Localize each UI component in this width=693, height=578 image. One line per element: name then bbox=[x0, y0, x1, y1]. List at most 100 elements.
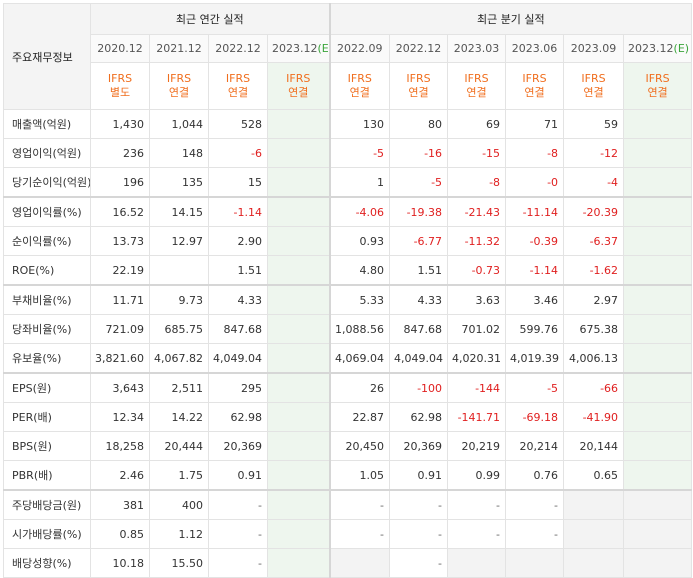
annual-value-cell bbox=[266, 460, 331, 491]
row-label: 당좌비율(%) bbox=[3, 314, 91, 344]
quarterly-value-cell: 4,020.31 bbox=[447, 343, 507, 374]
table-row: 매출액(억원) 1,430 1,044 528 130 80 69 71 59 bbox=[3, 109, 693, 139]
annual-value-cell: 20,369 bbox=[208, 431, 268, 461]
annual-value-cell bbox=[266, 548, 331, 578]
ifrs-basis-header: IFRS 연결 bbox=[505, 62, 565, 110]
quarterly-value-cell: 701.02 bbox=[447, 314, 507, 344]
quarterly-value-cell: 4,006.13 bbox=[563, 343, 625, 374]
quarterly-value-cell: 1.51 bbox=[389, 255, 449, 286]
quarterly-value-cell: 20,369 bbox=[389, 431, 449, 461]
row-label: 매출액(억원) bbox=[3, 109, 91, 139]
annual-value-cell bbox=[266, 489, 331, 520]
quarterly-value-cell: - bbox=[389, 519, 449, 549]
quarterly-value-cell bbox=[447, 548, 507, 578]
quarterly-value-cell: -69.18 bbox=[505, 402, 565, 432]
quarterly-value-cell: 675.38 bbox=[563, 314, 625, 344]
quarterly-value-cell: - bbox=[505, 519, 565, 549]
quarterly-value-cell: - bbox=[389, 489, 449, 520]
annual-value-cell bbox=[266, 255, 331, 286]
table-row: 주당배당금(원) 381 400- - - - - bbox=[3, 489, 693, 520]
annual-value-cell bbox=[266, 109, 331, 139]
annual-value-cell: -1.14 bbox=[208, 196, 268, 227]
annual-value-cell: 1.51 bbox=[208, 255, 268, 286]
quarterly-value-cell bbox=[623, 167, 693, 198]
annual-value-cell: 3,643 bbox=[90, 372, 150, 403]
annual-value-cell: 148 bbox=[149, 138, 209, 168]
quarterly-value-cell: 59 bbox=[563, 109, 625, 139]
quarterly-value-cell: -6.37 bbox=[563, 226, 625, 256]
quarterly-value-cell: - bbox=[447, 489, 507, 520]
quarterly-value-cell: -0.39 bbox=[505, 226, 565, 256]
quarterly-value-cell bbox=[623, 519, 693, 549]
table-row: 영업이익률(%) 16.52 14.15 -1.14 -4.06 -19.38 -21.43… bbox=[3, 196, 693, 227]
annual-value-cell: 236 bbox=[90, 138, 150, 168]
annual-value-cell: 0.85 bbox=[90, 519, 150, 549]
annual-value-cell: 10.18 bbox=[90, 548, 150, 578]
quarterly-value-cell: 62.98 bbox=[389, 402, 449, 432]
annual-value-cell: 400 bbox=[149, 489, 209, 520]
table-row: 부채비율(%) 11.71 9.73 4.33 5.33 4.33 3.63 3.46 2.97 bbox=[3, 284, 693, 315]
quarterly-title: 최근 분기 실적 bbox=[329, 3, 693, 35]
quarterly-value-cell: - bbox=[389, 548, 449, 578]
quarterly-value-cell: 3.63 bbox=[447, 284, 507, 315]
quarterly-value-cell: -0.73 bbox=[447, 255, 507, 286]
table-row: PER(배) 12.34 14.22 62.98 22.87 62.98 -141.71 -6… bbox=[3, 402, 693, 432]
quarterly-period-header: 2022.12 bbox=[389, 34, 449, 63]
quarterly-value-cell: 5.33 bbox=[329, 284, 391, 315]
quarterly-value-cell: 4,019.39 bbox=[505, 343, 565, 374]
annual-value-cell: 20,444 bbox=[149, 431, 209, 461]
quarterly-value-cell: -5 bbox=[389, 167, 449, 198]
table-row: 순이익률(%) 13.73 12.97 2.90 0.93 -6.77 -11.32 -0.3… bbox=[3, 226, 693, 256]
quarterly-value-cell: 0.65 bbox=[563, 460, 625, 491]
row-label: 시가배당률(%) bbox=[3, 519, 91, 549]
quarterly-value-cell: 22.87 bbox=[329, 402, 391, 432]
quarterly-value-cell bbox=[623, 489, 693, 520]
quarterly-value-cell: 847.68 bbox=[389, 314, 449, 344]
quarterly-value-cell bbox=[623, 402, 693, 432]
row-label: 당기순이익(억원) bbox=[3, 167, 91, 198]
quarterly-value-cell: -8 bbox=[447, 167, 507, 198]
quarterly-value-cell: -20.39 bbox=[563, 196, 625, 227]
annual-value-cell: 4,049.04 bbox=[208, 343, 268, 374]
financial-summary-table: 주요재무정보 최근 연간 실적 최근 분기 실적 2020.12 2021.12 2… bbox=[3, 3, 693, 578]
quarterly-value-cell bbox=[563, 548, 625, 578]
row-label: 영업이익(억원) bbox=[3, 138, 91, 168]
quarterly-value-cell: 4,069.04 bbox=[329, 343, 391, 374]
row-label: 배당성향(%) bbox=[3, 548, 91, 578]
quarterly-value-cell: 71 bbox=[505, 109, 565, 139]
annual-value-cell bbox=[149, 255, 209, 286]
annual-value-cell: 1.12 bbox=[149, 519, 209, 549]
table-row: 당기순이익(억원) 196 135 15 1 -5 -8 -0 -4 bbox=[3, 167, 693, 198]
annual-value-cell bbox=[266, 167, 331, 198]
annual-value-cell bbox=[266, 226, 331, 256]
quarterly-value-cell: - bbox=[329, 519, 391, 549]
annual-value-cell: 847.68 bbox=[208, 314, 268, 344]
quarterly-value-cell bbox=[623, 343, 693, 374]
table-row: BPS(원) 18,258 20,444 20,369 20,450 20,369 20,2… bbox=[3, 431, 693, 461]
quarterly-value-cell bbox=[623, 196, 693, 227]
annual-title: 최근 연간 실적 bbox=[89, 3, 331, 35]
annual-value-cell: 721.09 bbox=[90, 314, 150, 344]
quarterly-value-cell: -5 bbox=[329, 138, 391, 168]
annual-value-cell: 381 bbox=[90, 489, 150, 520]
quarterly-value-cell: 20,214 bbox=[505, 431, 565, 461]
quarterly-value-cell: -8 bbox=[505, 138, 565, 168]
annual-value-cell: 4,067.82 bbox=[149, 343, 209, 374]
quarterly-value-cell: -144 bbox=[447, 372, 507, 403]
quarterly-period-header: 2022.09 bbox=[329, 34, 391, 63]
quarterly-value-cell bbox=[505, 548, 565, 578]
annual-value-cell: 14.15 bbox=[149, 196, 209, 227]
quarterly-value-cell bbox=[623, 548, 693, 578]
quarterly-period-header: 2023.12(E) bbox=[623, 34, 693, 63]
quarterly-period-header: 2023.06 bbox=[505, 34, 565, 63]
quarterly-value-cell bbox=[623, 460, 693, 491]
annual-value-cell: 685.75 bbox=[149, 314, 209, 344]
annual-value-cell: 196 bbox=[90, 167, 150, 198]
quarterly-value-cell: -21.43 bbox=[447, 196, 507, 227]
annual-period-header: 2020.12 bbox=[90, 34, 150, 63]
quarterly-value-cell bbox=[329, 548, 391, 578]
quarterly-value-cell: 3.46 bbox=[505, 284, 565, 315]
quarterly-value-cell: -1.62 bbox=[563, 255, 625, 286]
ifrs-basis-header: IFRS 연결 bbox=[208, 62, 268, 110]
annual-value-cell: 13.73 bbox=[90, 226, 150, 256]
